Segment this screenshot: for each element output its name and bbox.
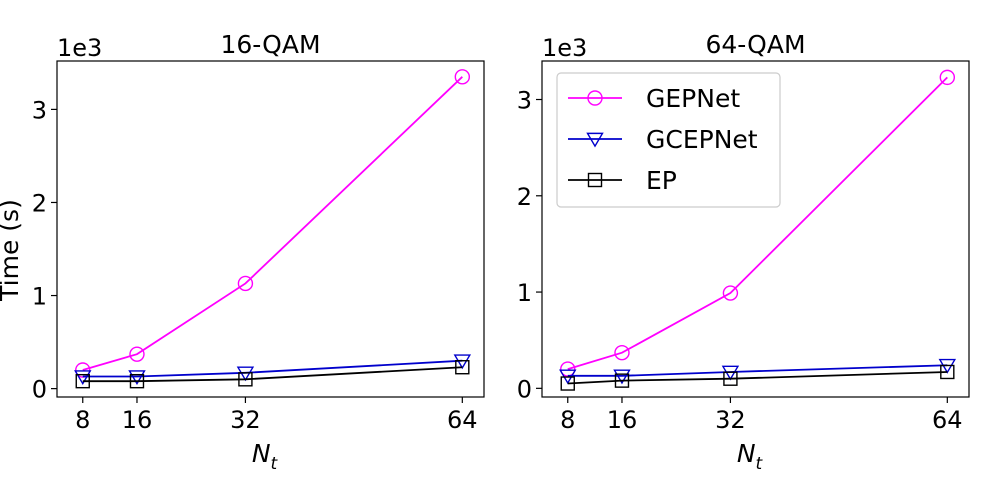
data-point [614, 373, 630, 388]
data-point [560, 376, 575, 391]
y-offset-label: 1e3 [542, 34, 587, 62]
x-tick-label: 8 [560, 406, 575, 434]
legend: GEPNet GCEPNet EP [556, 72, 781, 208]
data-point [939, 69, 956, 86]
x-tick-label: 64 [932, 406, 963, 434]
data-point [454, 69, 471, 85]
x-tick-label: 8 [75, 406, 90, 434]
plot-frame [56, 60, 485, 398]
data-point [722, 285, 739, 301]
chart-title: 16-QAM [220, 30, 320, 59]
data-point [129, 373, 145, 389]
data-point [613, 369, 631, 385]
data-point [723, 371, 738, 386]
y-tick-label: 3 [517, 87, 532, 115]
x-tick-label: 16 [607, 406, 638, 434]
x-axis-label: Nt [737, 439, 764, 474]
series-line [567, 364, 948, 377]
data-point [940, 364, 955, 380]
x-tick-label: 16 [122, 406, 153, 434]
data-point [453, 354, 472, 370]
legend-label: GEPNet [646, 84, 740, 113]
legend-marker [586, 132, 604, 148]
series-gcepnet [74, 354, 472, 386]
y-tick-label: 3 [32, 96, 47, 124]
series-ep [75, 360, 470, 389]
x-axis-label: Nt [252, 439, 279, 474]
data-point [128, 370, 146, 386]
data-point [614, 345, 630, 361]
x-tick-label: 64 [447, 406, 478, 434]
data-point [75, 373, 90, 389]
y-tick-label: 2 [517, 183, 532, 211]
x-tick-label: 32 [230, 406, 261, 434]
panel-16qam: 16-QAM 1e3 0 1 2 3 8 16 32 64 Nt [32, 30, 485, 474]
panel-64qam: 64-QAM 1e3 0 1 2 3 8 16 32 64 Nt GEPNet GCEPNet EP [517, 30, 970, 474]
data-point [237, 275, 254, 292]
y-offset-label: 1e3 [57, 34, 102, 62]
y-tick-label: 0 [32, 376, 47, 404]
series-gcepnet [559, 358, 957, 385]
legend-marker [587, 90, 603, 106]
x-tick-label: 32 [715, 406, 746, 434]
legend-box [556, 72, 781, 208]
series-line [82, 359, 463, 378]
y-tick-label: 0 [517, 375, 532, 403]
legend-label: EP [646, 166, 677, 195]
chart-title: 64-QAM [705, 30, 805, 59]
series-line [567, 76, 948, 370]
y-axis-label: Time (s) [0, 199, 24, 302]
data-point [455, 360, 470, 375]
y-tick-label: 1 [32, 283, 47, 311]
data-point [238, 372, 253, 387]
series-line [82, 76, 463, 371]
data-point [74, 370, 92, 386]
series-line [82, 366, 463, 383]
series-gepnet [75, 69, 471, 378]
data-point [129, 346, 145, 362]
legend-marker [587, 172, 603, 188]
series-ep [560, 364, 955, 391]
y-tick-label: 1 [517, 279, 532, 307]
plot-frame [541, 60, 970, 398]
legend-label: GCEPNet [646, 125, 758, 154]
data-point [236, 366, 255, 382]
series-line [567, 371, 948, 385]
y-tick-label: 2 [32, 189, 47, 217]
